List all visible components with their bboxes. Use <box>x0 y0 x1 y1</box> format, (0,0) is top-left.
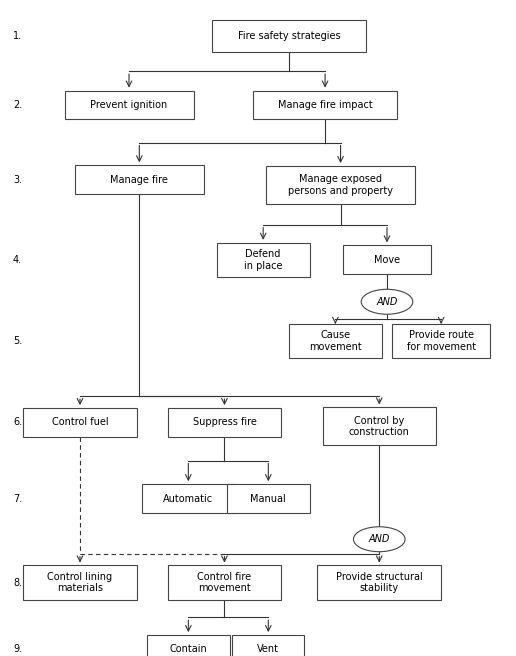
Text: Provide structural
stability: Provide structural stability <box>336 572 423 593</box>
FancyBboxPatch shape <box>289 324 382 358</box>
FancyBboxPatch shape <box>23 565 137 600</box>
Text: Control fire
movement: Control fire movement <box>198 572 251 593</box>
FancyBboxPatch shape <box>322 407 436 445</box>
Text: Move: Move <box>374 255 400 265</box>
FancyBboxPatch shape <box>253 91 397 119</box>
FancyBboxPatch shape <box>266 166 415 204</box>
Ellipse shape <box>353 527 405 552</box>
FancyBboxPatch shape <box>75 165 204 194</box>
Ellipse shape <box>361 289 413 314</box>
Text: Manage fire impact: Manage fire impact <box>278 100 373 110</box>
Text: Prevent ignition: Prevent ignition <box>90 100 168 110</box>
Text: 4.: 4. <box>13 255 22 265</box>
Text: 6.: 6. <box>13 417 22 428</box>
Text: Automatic: Automatic <box>163 493 214 504</box>
Text: 9.: 9. <box>13 644 22 655</box>
FancyBboxPatch shape <box>147 635 230 656</box>
FancyBboxPatch shape <box>392 324 490 358</box>
Text: 3.: 3. <box>13 174 22 185</box>
FancyBboxPatch shape <box>227 484 310 513</box>
FancyBboxPatch shape <box>168 565 281 600</box>
Text: 7.: 7. <box>13 493 22 504</box>
Text: Provide route
for movement: Provide route for movement <box>407 331 476 352</box>
Text: Cause
movement: Cause movement <box>309 331 362 352</box>
Text: Manual: Manual <box>250 493 286 504</box>
Text: Control lining
materials: Control lining materials <box>47 572 112 593</box>
Text: Manage fire: Manage fire <box>110 174 168 185</box>
Text: Fire safety strategies: Fire safety strategies <box>238 31 340 41</box>
Text: Vent: Vent <box>257 644 279 655</box>
Text: 2.: 2. <box>13 100 22 110</box>
FancyBboxPatch shape <box>64 91 194 119</box>
Text: 5.: 5. <box>13 336 22 346</box>
FancyBboxPatch shape <box>142 484 235 513</box>
Text: Control fuel: Control fuel <box>52 417 108 428</box>
FancyBboxPatch shape <box>217 243 310 277</box>
FancyBboxPatch shape <box>23 408 137 437</box>
Text: 8.: 8. <box>13 577 22 588</box>
FancyBboxPatch shape <box>168 408 281 437</box>
FancyBboxPatch shape <box>232 635 304 656</box>
Text: Manage exposed
persons and property: Manage exposed persons and property <box>288 174 393 195</box>
Text: Suppress fire: Suppress fire <box>192 417 256 428</box>
FancyBboxPatch shape <box>317 565 441 600</box>
FancyBboxPatch shape <box>343 245 431 274</box>
FancyBboxPatch shape <box>212 20 366 52</box>
Text: Defend
in place: Defend in place <box>244 249 282 270</box>
Text: 1.: 1. <box>13 31 22 41</box>
Text: Control by
construction: Control by construction <box>349 416 410 437</box>
Text: Contain: Contain <box>169 644 207 655</box>
Text: AND: AND <box>376 297 398 307</box>
Text: AND: AND <box>368 534 390 544</box>
